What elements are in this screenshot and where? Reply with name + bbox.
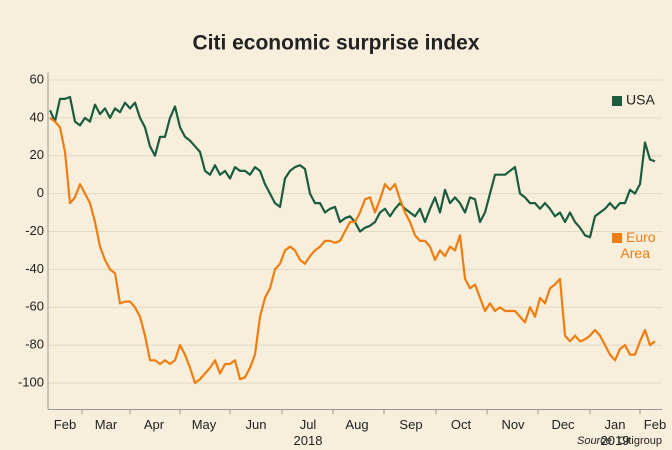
legend-label: Euro Area xyxy=(620,229,655,261)
x-tick-label: Nov xyxy=(501,417,525,432)
y-tick-label: -40 xyxy=(25,261,44,276)
x-tick-label: May xyxy=(192,417,217,432)
x-tick-label: Mar xyxy=(95,417,118,432)
chart-title: Citi economic surprise index xyxy=(192,32,479,55)
x-tick-label: Jun xyxy=(246,417,267,432)
x-tick-label: Apr xyxy=(144,417,165,432)
y-tick-label: -100 xyxy=(18,374,44,389)
x-tick-label: Jan xyxy=(605,417,626,432)
x-tick-label: Aug xyxy=(345,417,368,432)
x-tick-label: Sep xyxy=(399,417,422,432)
legend-label: USA xyxy=(626,92,655,108)
line-series xyxy=(48,95,656,239)
x-year-label: 2019 xyxy=(601,433,630,448)
x-tick-label: Oct xyxy=(451,417,472,432)
x-tick-label: Feb xyxy=(644,417,666,432)
x-year-label: 2018 xyxy=(294,433,323,448)
source: Source: Citigroup xyxy=(577,435,662,447)
y-tick-label: 0 xyxy=(37,185,44,200)
y-tick-label: -80 xyxy=(25,337,44,352)
y-tick-label: 20 xyxy=(30,147,44,162)
x-tick-label: Feb xyxy=(54,417,76,432)
legend-swatch xyxy=(612,233,622,243)
y-tick-label: -60 xyxy=(25,299,44,314)
y-tick-label: 60 xyxy=(30,71,44,86)
x-tick-label: Jul xyxy=(300,417,317,432)
source-name: Citigroup xyxy=(618,435,662,447)
y-tick-label: -20 xyxy=(25,223,44,238)
line-series xyxy=(49,117,656,385)
y-tick-label: 40 xyxy=(30,109,44,124)
legend-label-line: Euro xyxy=(626,229,656,245)
legend-swatch xyxy=(612,96,622,106)
source-label: Source: xyxy=(577,435,615,447)
x-tick-label: Dec xyxy=(551,417,575,432)
legend-label-line: Area xyxy=(620,245,650,261)
